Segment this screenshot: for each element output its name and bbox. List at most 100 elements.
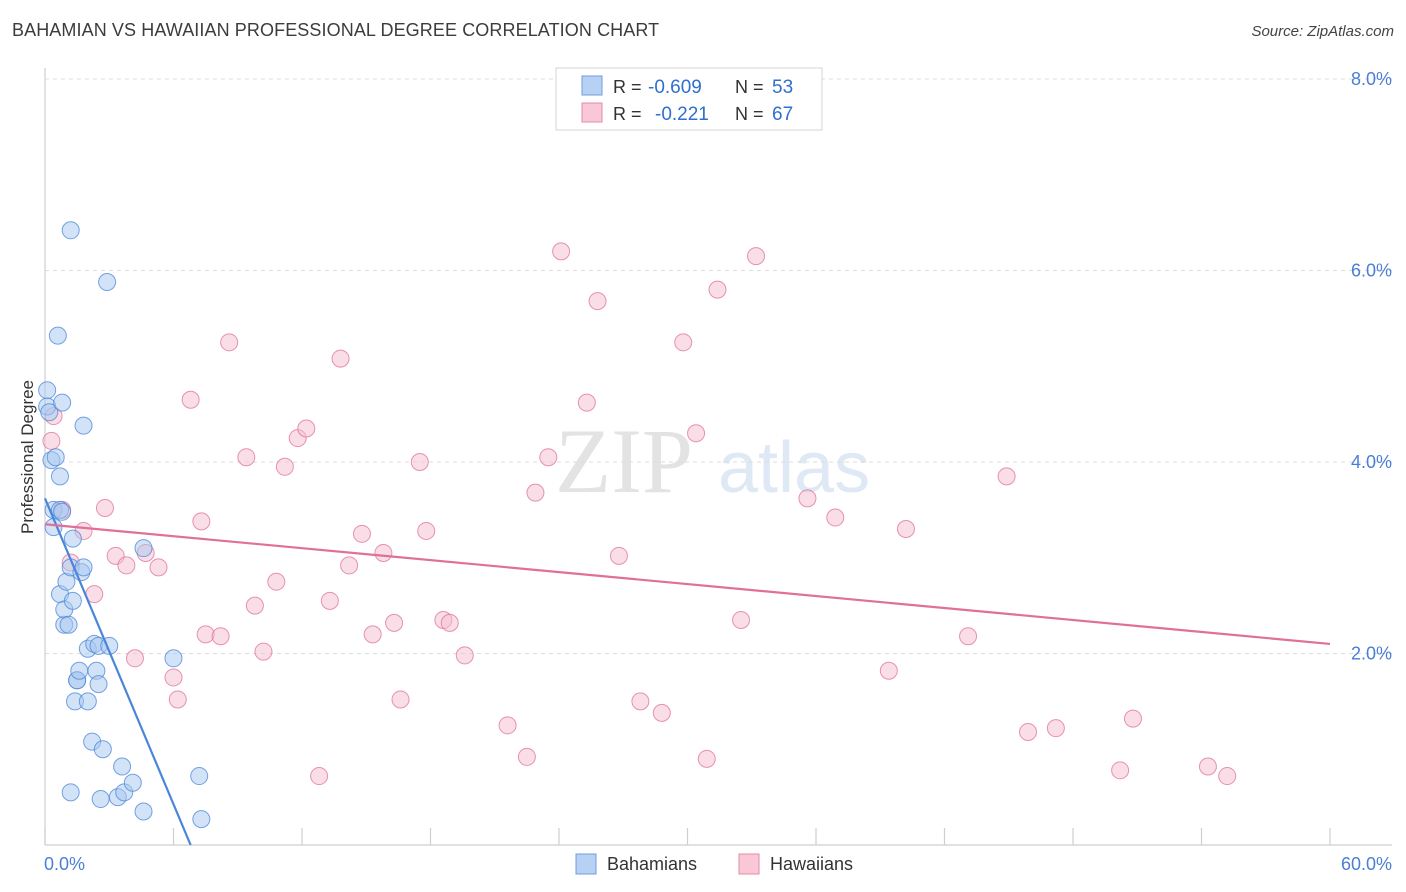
hawaiians-point-40 [498,716,517,735]
watermark-atlas: atlas [718,428,870,508]
hawaiians-point-36 [410,453,429,471]
y-axis-label: Professional Degree [18,380,37,534]
y-tick-label-4: 4.0% [1351,452,1392,472]
hawaiians-point-15 [192,512,211,531]
hawaiians-point-12 [164,668,183,687]
hawaiians-point-22 [267,572,286,591]
bahamians-point-12 [53,393,72,412]
hawaiians-point-26 [310,767,329,786]
correlation-legend: R = -0.609 N = 53 R = -0.221 N = 67 [555,67,823,131]
bahamians-point-47 [190,767,209,786]
legend-n-value-1: 53 [772,77,793,98]
legend-r-label-1: R = [613,77,642,97]
legend-r-value-1: -0.609 [648,77,702,98]
hawaiians-point-64 [1111,761,1130,780]
hawaiians-point-39 [455,646,474,665]
chart-title: BAHAMIAN VS HAWAIIAN PROFESSIONAL DEGREE… [12,20,660,40]
trend-lines [43,497,1331,846]
series-hawaiians-points [42,242,1237,786]
hawaiians-point-61 [997,467,1016,486]
hawaiians-point-31 [363,625,382,644]
hawaiians-point-6 [95,498,114,517]
bahamians-trend-line [43,497,192,846]
hawaiians-point-52 [697,749,716,768]
hawaiians-point-27 [320,591,339,610]
hawaiians-point-43 [539,448,558,467]
hawaiians-point-42 [526,483,545,502]
bahamians-point-7 [48,326,67,345]
bahamians-point-45 [134,539,153,558]
hawaiians-trend-line [44,523,1331,646]
legend-n-value-2: 67 [772,104,793,125]
y-tick-labels: 2.0% 4.0% 6.0% 8.0% [1351,69,1392,664]
bahamians-point-44 [134,802,153,821]
bahamians-point-29 [78,692,97,711]
hawaiians-point-55 [747,247,766,266]
bahamians-point-21 [63,591,82,610]
x-ticks [44,828,1331,845]
hawaiians-point-13 [168,690,187,709]
source-credit: Source: ZipAtlas.com [1251,23,1394,40]
watermark: ZIP atlas [555,410,870,512]
bahamians-point-36 [91,790,110,809]
hawaiians-point-8 [117,556,136,575]
bahamians-point-48 [192,810,211,829]
hawaiians-point-54 [732,610,751,629]
bahamians-point-41 [113,757,132,776]
hawaiians-point-45 [577,393,596,412]
series-legend: Bahamians Hawaiians [575,853,853,875]
bahamians-point-11 [53,502,72,521]
bottom-legend-swatch-hawaiians [738,853,760,875]
hawaiians-point-47 [609,546,628,565]
legend-r-value-2: -0.221 [655,104,709,125]
y-tick-label-2: 2.0% [1351,644,1392,664]
hawaiians-point-32 [374,543,393,562]
hawaiians-point-33 [385,613,404,632]
legend-swatch-hawaiians [581,102,603,123]
bottom-legend-label-bahamians: Bahamians [607,854,697,874]
hawaiians-point-51 [687,424,706,443]
hawaiians-point-9 [125,649,144,668]
hawaiians-point-63 [1046,719,1065,738]
grid-lines [45,78,1392,654]
bahamians-point-46 [164,649,183,668]
y-tick-label-6: 6.0% [1351,261,1392,281]
bahamians-point-0 [38,381,57,400]
hawaiians-point-17 [211,627,230,646]
bahamians-point-43 [123,773,142,792]
hawaiians-point-30 [352,524,371,543]
hawaiians-point-34 [391,690,410,709]
hawaiians-point-62 [1019,723,1038,742]
bahamians-point-16 [59,615,78,634]
bahamians-point-2 [40,403,59,422]
hawaiians-point-65 [1123,709,1142,728]
hawaiians-point-25 [297,419,316,438]
bahamians-point-6 [46,448,65,467]
y-tick-label-8: 8.0% [1351,69,1392,89]
hawaiians-point-59 [896,520,915,539]
hawaiians-point-60 [959,627,978,646]
bahamians-point-20 [63,529,82,548]
hawaiians-point-0 [42,431,61,450]
hawaiians-point-50 [674,333,693,352]
series-bahamians-points [38,221,211,829]
hawaiians-point-44 [552,242,571,261]
bottom-legend-swatch-bahamians [575,853,597,875]
legend-n-label-2: N = [735,104,764,124]
hawaiians-point-28 [331,349,350,368]
legend-swatch-bahamians [581,75,603,96]
hawaiians-point-35 [417,521,436,540]
watermark-zip: ZIP [555,410,693,512]
x-tick-label-min: 0.0% [44,854,85,874]
hawaiians-point-67 [1218,767,1237,786]
bahamians-point-25 [70,661,89,680]
hawaiians-point-23 [275,457,294,476]
hawaiians-point-41 [517,747,536,766]
hawaiians-point-53 [708,280,727,299]
hawaiians-point-48 [631,692,650,711]
hawaiians-point-18 [220,333,239,352]
bahamians-point-8 [50,467,69,486]
hawaiians-point-56 [798,489,817,508]
hawaiians-point-19 [237,448,256,467]
